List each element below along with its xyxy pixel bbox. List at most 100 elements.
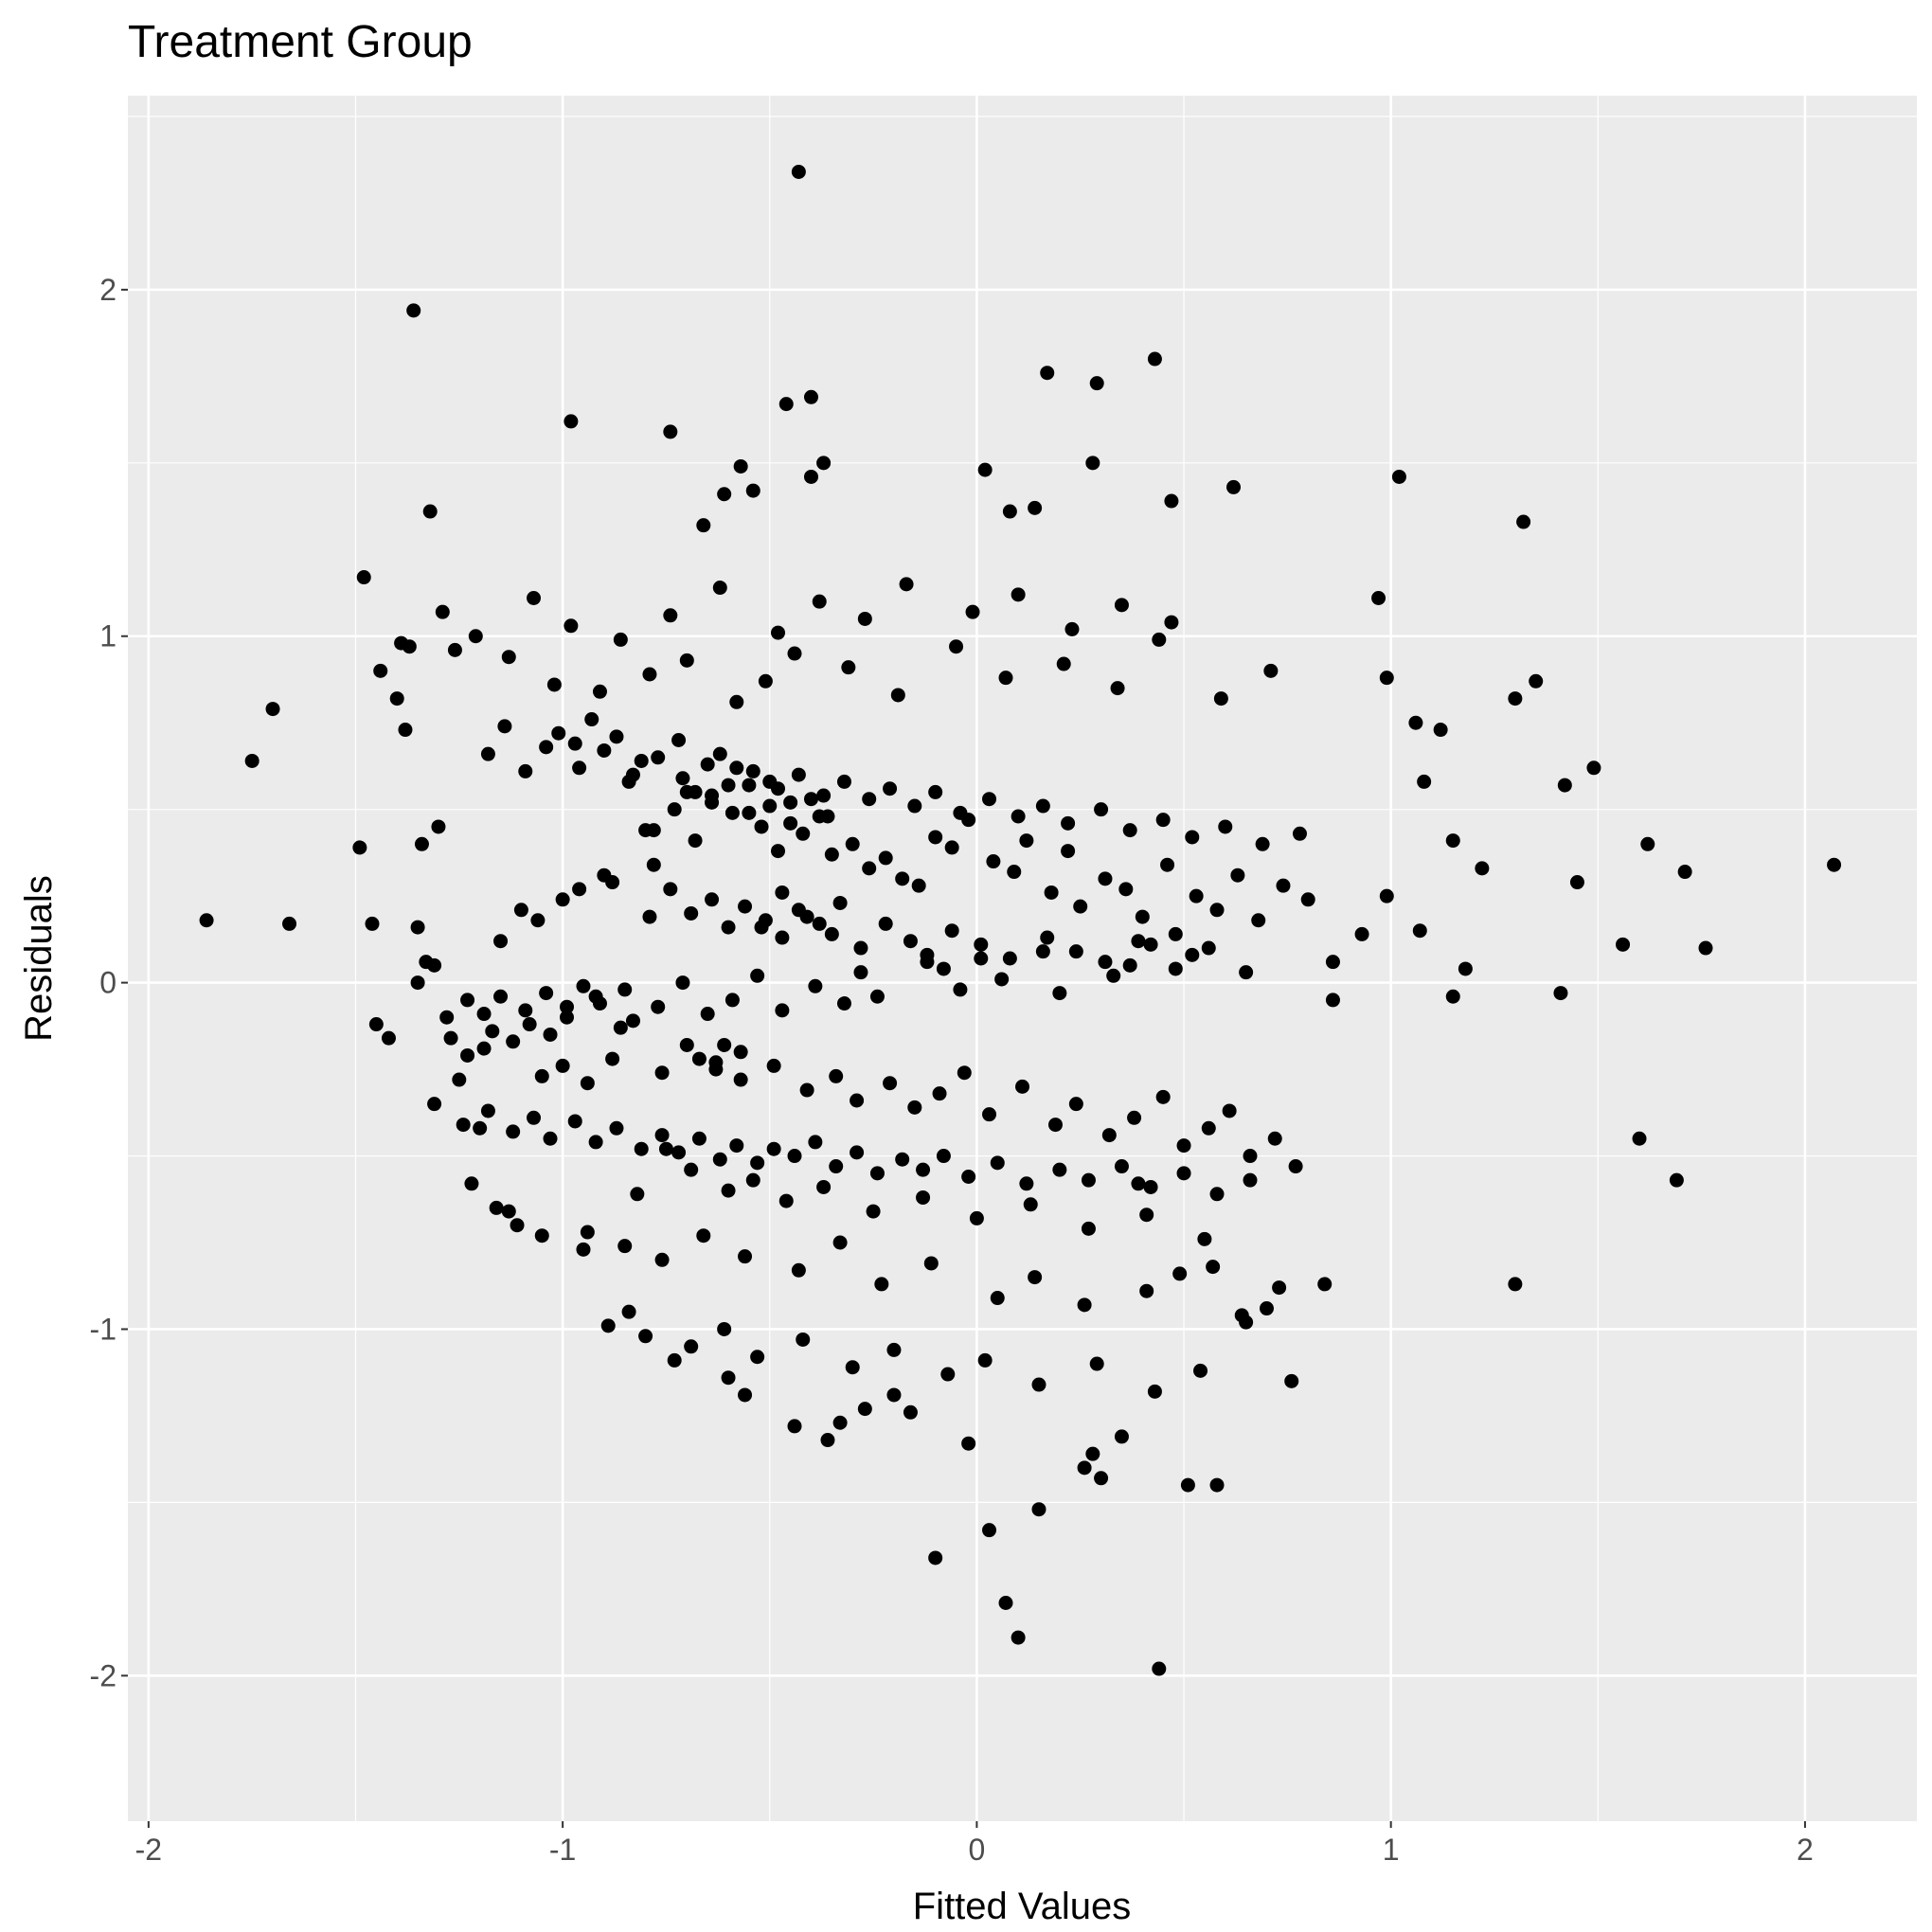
data-point <box>609 729 624 744</box>
data-point <box>671 733 687 748</box>
data-point <box>1243 1149 1258 1164</box>
data-point <box>414 836 429 851</box>
data-point <box>928 1550 943 1565</box>
data-point <box>775 885 790 900</box>
data-point <box>717 487 732 502</box>
data-point <box>1056 656 1071 671</box>
data-point <box>584 712 599 727</box>
data-point <box>700 757 715 772</box>
data-point <box>679 653 694 668</box>
data-point <box>916 1190 931 1205</box>
data-point <box>961 1169 976 1184</box>
data-point <box>853 965 868 980</box>
data-point <box>758 913 773 928</box>
data-point <box>895 1152 910 1167</box>
data-point <box>886 1387 902 1403</box>
scatter-points <box>199 164 1842 1676</box>
data-point <box>700 1007 715 1022</box>
data-point <box>1201 1120 1216 1136</box>
data-point <box>1185 830 1200 845</box>
data-point <box>1276 878 1291 893</box>
data-point <box>903 1404 918 1420</box>
data-point <box>729 1138 744 1154</box>
data-point <box>745 483 760 498</box>
data-point <box>485 1024 500 1039</box>
data-point <box>1379 888 1394 903</box>
data-point <box>998 1596 1013 1611</box>
chart-title: Treatment Group <box>128 17 473 67</box>
data-point <box>1185 947 1200 962</box>
data-point <box>733 458 748 474</box>
data-point <box>501 650 516 665</box>
data-point <box>974 951 989 966</box>
data-point <box>969 1210 984 1225</box>
data-point <box>812 594 827 609</box>
data-point <box>1094 802 1109 817</box>
data-point <box>679 1037 694 1052</box>
data-point <box>1209 903 1225 918</box>
data-point <box>663 424 678 439</box>
data-point <box>567 1114 582 1129</box>
data-point <box>845 1360 860 1375</box>
data-point <box>791 903 806 918</box>
x-tick-label: 1 <box>1383 1833 1400 1867</box>
data-point <box>630 1187 645 1202</box>
data-point <box>1098 871 1113 886</box>
data-point <box>832 895 848 910</box>
data-point <box>530 913 546 928</box>
y-axis: -2 -1 0 1 2 <box>90 273 128 1692</box>
data-point <box>1300 892 1315 907</box>
data-point <box>1193 1363 1208 1378</box>
data-point <box>1089 376 1104 391</box>
data-point <box>803 389 818 404</box>
data-point <box>443 1030 458 1046</box>
data-point <box>1445 989 1460 1004</box>
data-point <box>1031 1502 1046 1517</box>
data-point <box>965 604 980 619</box>
data-point <box>1325 993 1340 1008</box>
data-point <box>1417 774 1432 789</box>
data-point <box>1019 833 1034 849</box>
data-point <box>473 1120 488 1136</box>
data-point <box>427 1097 442 1112</box>
data-point <box>721 920 736 935</box>
data-point <box>1068 944 1083 959</box>
data-point <box>982 1107 997 1122</box>
data-point <box>1234 1308 1249 1323</box>
data-point <box>1035 798 1050 814</box>
data-point <box>766 1058 781 1073</box>
data-point <box>733 1045 748 1060</box>
data-point <box>1114 1429 1129 1444</box>
data-point <box>638 1329 653 1344</box>
data-point <box>787 646 802 661</box>
data-point <box>539 986 554 1001</box>
data-point <box>1230 868 1245 883</box>
x-tick-label: 2 <box>1797 1833 1814 1867</box>
data-point <box>1081 1172 1096 1188</box>
data-point <box>199 913 214 928</box>
data-point <box>410 920 425 935</box>
data-point <box>994 972 1010 987</box>
data-point <box>1180 1477 1195 1493</box>
data-point <box>1445 833 1460 849</box>
data-point <box>282 916 297 931</box>
data-point <box>824 926 839 941</box>
data-point <box>803 792 818 807</box>
data-point <box>738 899 753 914</box>
data-point <box>816 788 832 803</box>
data-point <box>634 1141 649 1156</box>
data-point <box>1475 861 1490 876</box>
data-point <box>617 982 633 997</box>
data-point <box>977 1352 993 1368</box>
data-point <box>1139 1283 1154 1298</box>
data-point <box>733 1072 748 1087</box>
data-point <box>522 1017 537 1032</box>
data-point <box>580 1225 595 1240</box>
data-point <box>625 1013 640 1029</box>
data-point <box>916 1162 931 1177</box>
data-point <box>778 1193 794 1208</box>
data-point <box>493 934 509 949</box>
data-point <box>1089 1356 1104 1371</box>
data-point <box>667 1352 682 1368</box>
data-point <box>1061 815 1076 831</box>
